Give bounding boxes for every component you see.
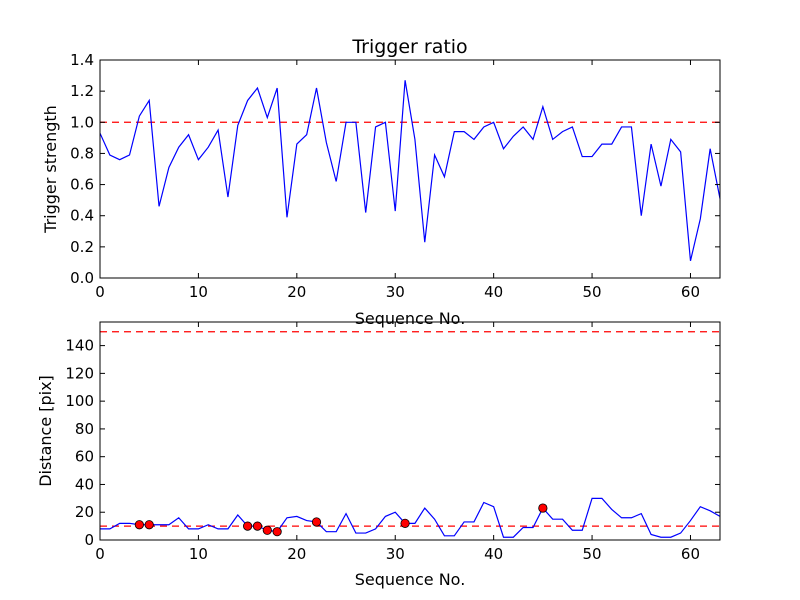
trigger-ratio-chart: Trigger ratio 0 10 20 30 40 50 600.00.20.40.60… [41, 36, 721, 328]
y-tick-label: 120 [65, 364, 94, 382]
axes-frame [99, 59, 721, 279]
plot-area: 0 10 20 30 40 50 60 0 20 40 60 80 100 120 140 [65, 321, 721, 563]
plot-area: 0 10 20 30 40 50 60 0.0 0.2 0.4 0.6 0.8 1.0 1.2 1.4 [70, 51, 721, 301]
y-tick-label: 100 [65, 392, 94, 410]
x-tick-label: 60 [681, 545, 700, 563]
x-tick-label: 50 [583, 283, 602, 301]
y-tick-label: 20 [75, 503, 94, 521]
x-tick-label: 0 [95, 283, 105, 301]
series-line [99, 80, 721, 262]
y-tick-label: 1.2 [70, 82, 94, 100]
y-tick-label: 40 [75, 475, 94, 493]
y-tick-label: 1.0 [70, 113, 94, 131]
x-tick-label: 30 [386, 283, 405, 301]
distance-chart: 0 10 20 30 40 50 60 0 20 40 60 80 100 120 140 Sequence… [36, 321, 721, 589]
x-tick-label: 60 [681, 283, 700, 301]
y-tick-label: 0.6 [70, 176, 94, 194]
data-marker [262, 525, 272, 535]
y-tick-label: 80 [75, 420, 94, 438]
x-axis-label: Sequence No. [355, 570, 466, 589]
x-tick-label: 0 [95, 545, 105, 563]
x-tick-label: 10 [189, 283, 208, 301]
x-tick-label: 40 [484, 283, 503, 301]
data-marker [538, 503, 548, 513]
y-tick-label: 1.4 [70, 51, 94, 69]
y-axis-label: Distance [pix] [36, 375, 55, 487]
y-axis-label: Trigger strength [41, 105, 60, 234]
x-tick-label: 20 [287, 545, 306, 563]
y-tick-label: 0.4 [70, 207, 94, 225]
x-axis-label: Sequence No. [355, 309, 466, 328]
series-line [100, 497, 721, 538]
y-tick-label: 0 [84, 531, 94, 549]
data-marker [400, 518, 410, 528]
data-marker [134, 520, 144, 530]
x-tick-label: 10 [189, 545, 208, 563]
x-tick-label: 30 [386, 545, 405, 563]
data-marker [252, 521, 263, 531]
y-tick-label: 0.2 [70, 238, 94, 256]
x-tick-label: 40 [484, 545, 503, 563]
data-marker [144, 520, 154, 530]
data-marker [243, 521, 253, 531]
y-tick-label: 60 [75, 448, 94, 466]
data-marker [272, 527, 282, 537]
y-tick-label: 0.8 [70, 144, 94, 162]
y-tick-label: 140 [65, 337, 94, 355]
chart-title: Trigger ratio [351, 36, 467, 58]
data-marker [311, 517, 322, 527]
axes-frame [99, 321, 721, 541]
y-tick-label: 0.0 [70, 269, 94, 287]
x-tick-label: 20 [287, 283, 306, 301]
x-tick-label: 50 [583, 545, 602, 563]
